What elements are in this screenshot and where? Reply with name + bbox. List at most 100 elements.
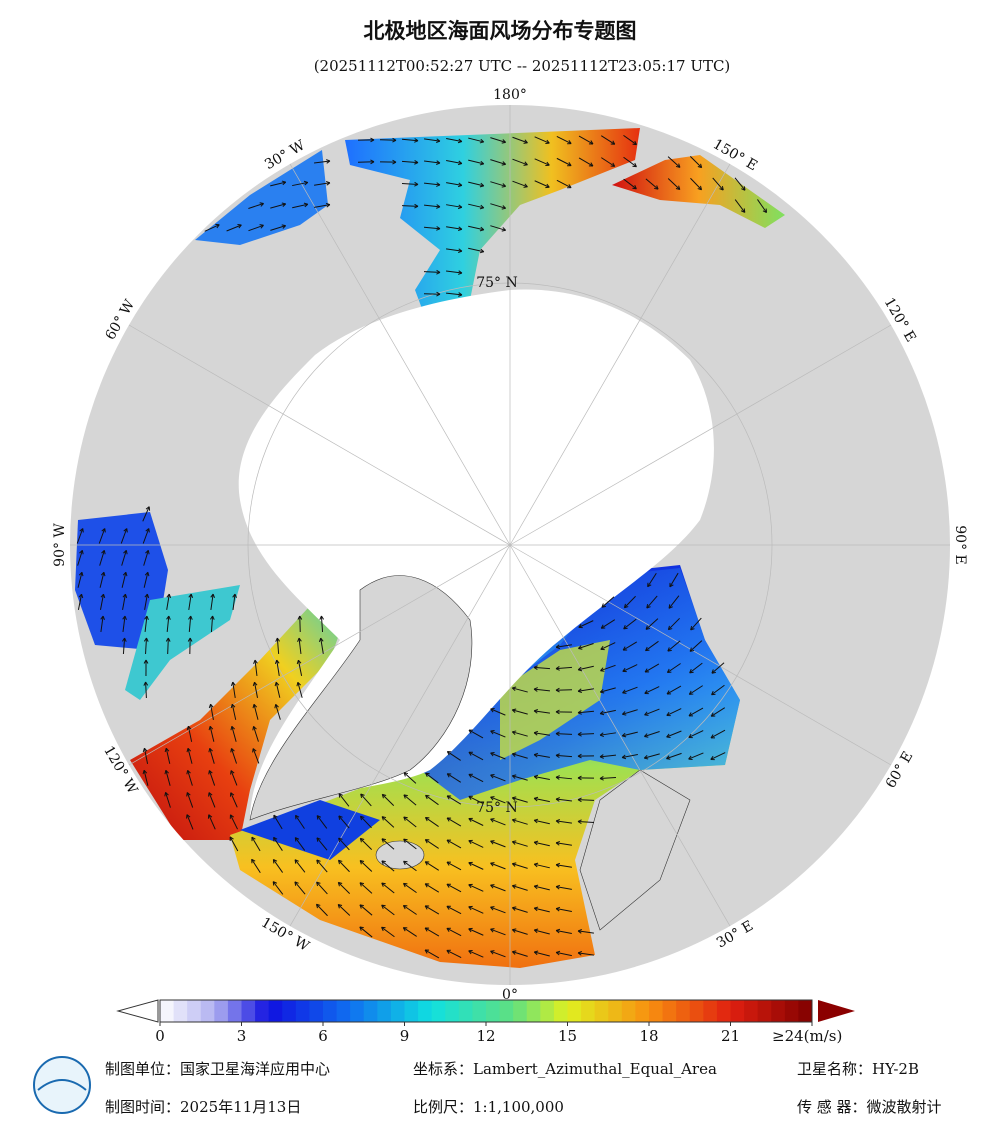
wind-arrowhead: [446, 905, 451, 910]
wind-arrowhead: [457, 248, 463, 254]
wind-arrow: [690, 617, 702, 631]
wind-arrow: [77, 550, 83, 566]
wind-arrowhead: [78, 571, 84, 577]
wind-arrow: [533, 688, 551, 692]
wind-arrow: [187, 770, 193, 786]
wind-arrowhead: [555, 687, 560, 693]
wind-arrow: [512, 819, 528, 825]
wind-arrow: [623, 618, 637, 630]
wind-arrow: [490, 774, 506, 782]
wind-arrowhead: [295, 814, 300, 820]
wind-arrow: [446, 839, 462, 849]
colorbar-cell: [323, 1000, 338, 1022]
wind-arrowhead: [294, 837, 300, 842]
meridian-label: 90° W: [52, 523, 68, 567]
meridian: [128, 324, 511, 546]
wind-arrowhead: [632, 140, 637, 146]
wind-arrow: [668, 595, 680, 609]
wind-arrow: [534, 841, 550, 847]
wind-arrowhead: [164, 792, 169, 797]
wind-arrow: [446, 270, 462, 274]
footer-satellite: 卫星名称：HY-2B: [797, 1060, 919, 1078]
wind-arrowhead: [186, 769, 191, 775]
wind-arrowhead: [555, 840, 561, 846]
wind-arrowhead: [229, 836, 234, 841]
wind-arrow: [423, 226, 441, 230]
wind-arrow: [644, 731, 660, 737]
wind-arrowhead: [577, 929, 582, 934]
wind-arrow: [578, 620, 594, 628]
wind-arrow: [295, 815, 305, 829]
wind-arrow: [666, 708, 682, 716]
wind-arrowhead: [446, 883, 451, 888]
wind-arrow: [490, 862, 506, 870]
wind-arrowhead: [666, 668, 672, 674]
wind-arrow: [423, 204, 441, 208]
wind-arrowhead: [479, 160, 485, 166]
wind-arrow: [446, 927, 462, 937]
wind-arrow: [166, 615, 170, 633]
wind-arrow: [76, 528, 84, 544]
wind-arrowhead: [457, 182, 463, 188]
wind-arrow: [316, 837, 328, 851]
wind-arrow: [231, 726, 237, 742]
wind-arrow: [188, 615, 192, 633]
wind-arrowhead: [359, 815, 365, 821]
wind-arrowhead: [274, 659, 280, 665]
meridian: [509, 163, 731, 546]
colorbar-cell: [771, 1000, 786, 1022]
wind-arrow: [297, 682, 303, 698]
wind-arrow: [99, 572, 105, 588]
wind-arrowhead: [710, 734, 715, 739]
wind-arrow: [100, 616, 104, 632]
wind-arrow: [210, 615, 214, 633]
wind-arrowhead: [577, 710, 582, 715]
wind-arrowhead: [555, 666, 560, 671]
wind-arrowhead: [577, 753, 582, 759]
colorbar-cell: [716, 1000, 731, 1022]
wind-arrowhead: [501, 161, 507, 166]
wind-arrowhead: [458, 292, 463, 297]
wind-arrowhead: [273, 814, 278, 820]
wind-arrow: [401, 205, 419, 207]
arrows: [76, 134, 768, 959]
wind-arrow: [425, 839, 439, 849]
wind-arrow: [468, 862, 484, 870]
wind-arrowhead: [303, 180, 309, 186]
wind-arrow: [381, 860, 395, 872]
wind-arrowhead: [145, 506, 151, 511]
wind-arrowhead: [166, 593, 172, 599]
graticule: [70, 105, 950, 985]
wind-arrowhead: [325, 180, 331, 186]
wind-arrowhead: [697, 185, 703, 191]
wind-arrowhead: [511, 686, 517, 692]
wind-arrowhead: [468, 817, 473, 823]
wind-arrowhead: [740, 208, 746, 213]
wind-arrow: [578, 135, 594, 145]
wind-arrow: [338, 859, 350, 873]
wind-arrow: [209, 726, 215, 742]
wind-arrow: [121, 572, 127, 588]
wind-arrow: [446, 795, 462, 805]
colorbar-cell: [689, 1000, 704, 1022]
wind-arrowhead: [274, 681, 280, 687]
wind-arrowhead: [101, 528, 106, 533]
colorbar-cell: [567, 1000, 582, 1022]
wind-arrowhead: [457, 226, 463, 232]
wind-arrow: [145, 637, 147, 655]
wind-arrow: [359, 860, 373, 872]
wind-arrow: [316, 881, 328, 895]
wind-arrow: [381, 926, 395, 938]
wind-arrowhead: [555, 709, 560, 715]
wind-arrow: [120, 528, 128, 544]
wind-arrow: [186, 792, 194, 808]
wind-arrow: [424, 138, 440, 142]
wind-arrow: [534, 929, 550, 935]
wind-field: [75, 128, 785, 968]
wind-arrowhead: [555, 775, 560, 780]
wind-arrowhead: [122, 571, 128, 577]
wind-arrowhead: [229, 814, 235, 819]
colorbar-cell: [526, 1000, 541, 1022]
wind-arrow: [757, 199, 767, 213]
wind-arrowhead: [316, 881, 321, 887]
